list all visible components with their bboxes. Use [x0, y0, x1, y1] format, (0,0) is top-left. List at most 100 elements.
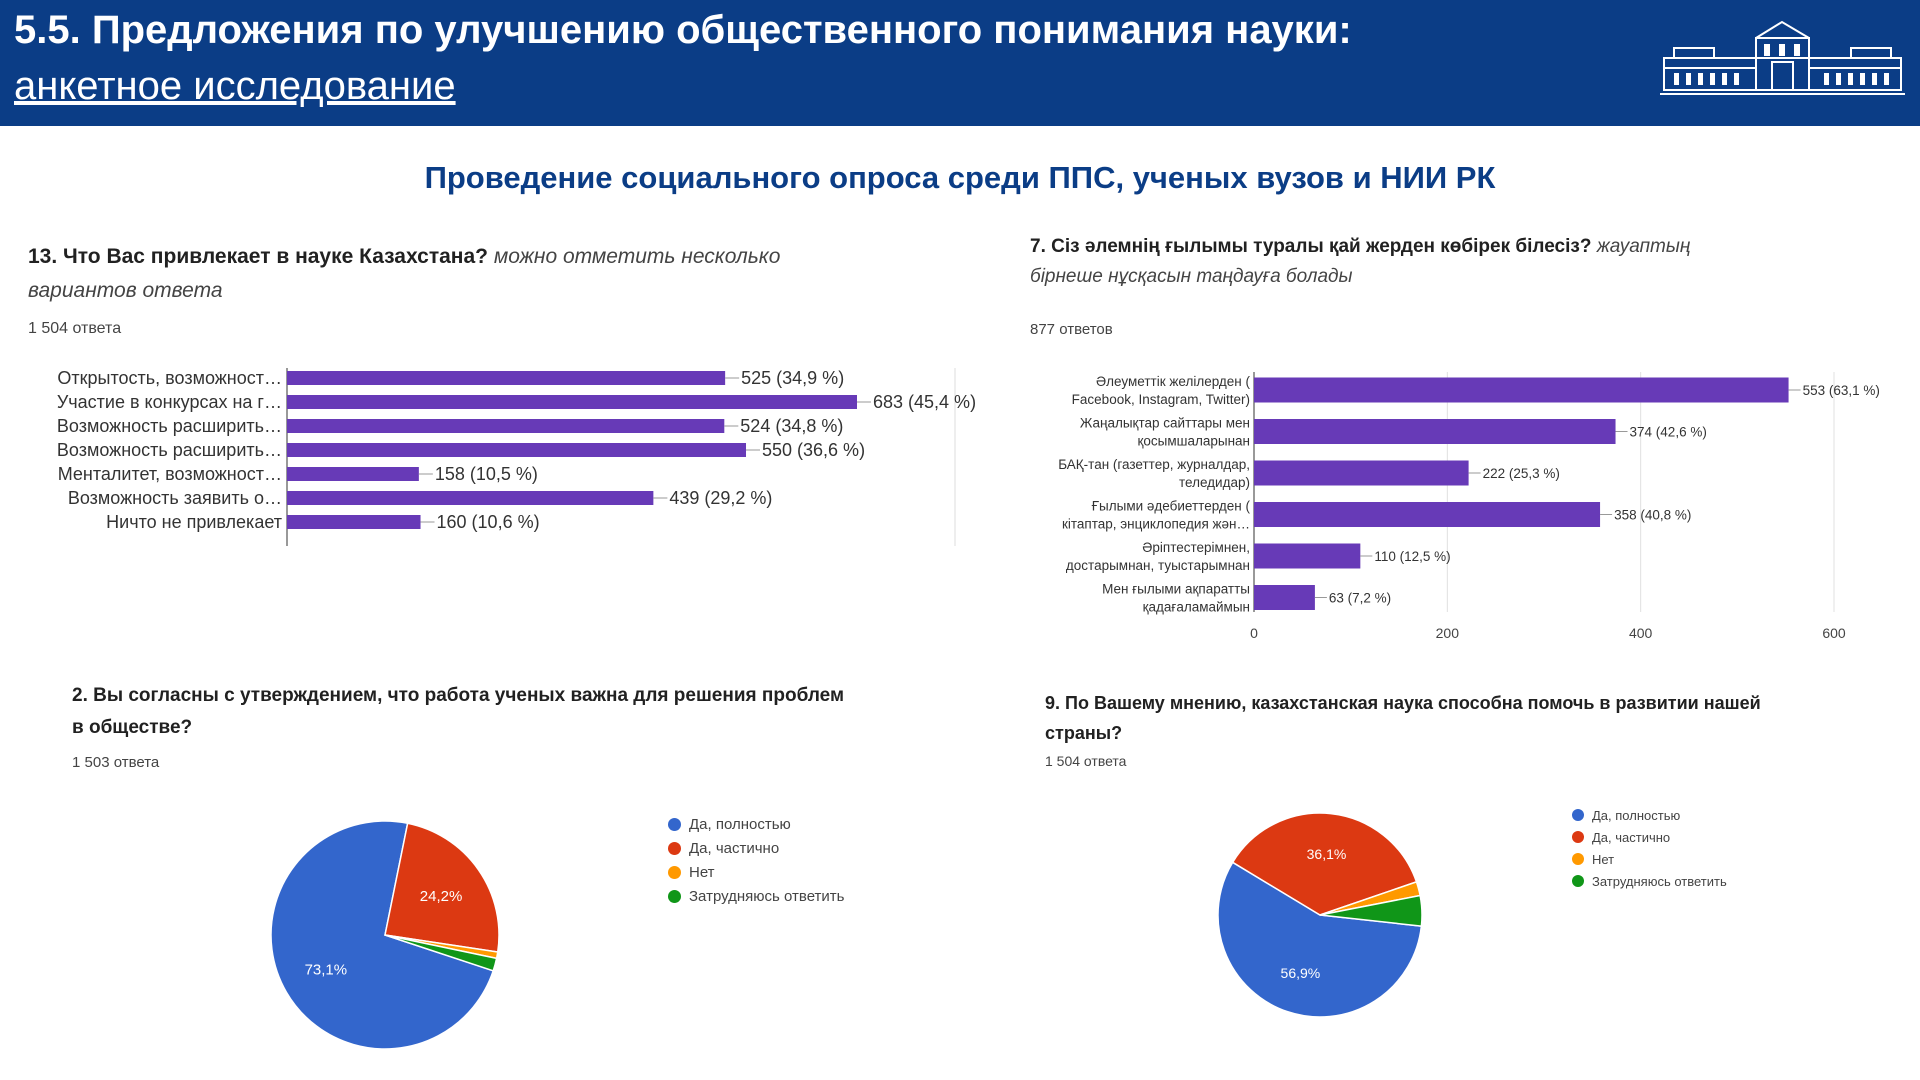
- q7-category-label-line2: қадағаламаймын: [1143, 600, 1250, 615]
- q7-data-label: 222 (25,3 %): [1483, 466, 1560, 481]
- q13-bar: [287, 515, 421, 529]
- q9-question: 9. По Вашему мнению, казахстанская наука…: [1045, 693, 1761, 743]
- q7-category-label-line2: достарымнан, туыстарымнан: [1066, 558, 1250, 573]
- q7-category-label-line1: Мен ғылыми ақпаратты: [1102, 582, 1250, 597]
- q7-category-label-line2: Facebook, Instagram, Twitter): [1072, 392, 1250, 407]
- q7-data-label: 358 (40,8 %): [1614, 508, 1691, 523]
- q13-category-label: Открытость, возможност…: [57, 368, 282, 388]
- q7-data-label: 63 (7,2 %): [1329, 591, 1391, 606]
- legend-dot-icon: [668, 889, 681, 903]
- q7-category-label-line2: теледидар): [1179, 475, 1250, 490]
- q2-pie-slice: [384, 934, 498, 972]
- q13-category-label: Участие в конкурсах на г…: [57, 392, 282, 412]
- legend-dot-icon: [1572, 831, 1584, 843]
- q7-bar: [1254, 419, 1616, 444]
- q2-pie-data-label: 73,1%: [305, 961, 348, 978]
- q13-bar: [287, 491, 654, 505]
- q2-pie-data-label: 24,2%: [420, 888, 463, 905]
- q9-legend: Да, полностью Да, частично Нет Затрудняю…: [1572, 804, 1727, 892]
- q2-pie-slice: [270, 820, 495, 1050]
- q7-x-tick-label: 600: [1822, 625, 1846, 641]
- q7-bar: [1254, 585, 1315, 610]
- q9-pie-slice: [1231, 812, 1418, 916]
- q7-x-tick-label: 200: [1436, 625, 1460, 641]
- q13-bar: [287, 419, 725, 433]
- q13-category-label: Менталитет, возможност…: [58, 464, 282, 484]
- q2-legend-item: Нет: [668, 860, 844, 884]
- q7-question-hint: жауаптың бірнеше нұсқасын таңдауға болад…: [1030, 236, 1691, 287]
- q2-legend-label: Да, частично: [689, 839, 780, 857]
- legend-dot-icon: [1572, 853, 1584, 865]
- slide-subtitle: анкетное исследование: [14, 64, 456, 108]
- q7-question: 7. Сіз әлемнің ғылымы туралы қай жерден …: [1030, 232, 1750, 292]
- q13-question-hint: можно отметить несколько вариантов ответ…: [28, 245, 781, 302]
- q7-bar: [1254, 543, 1361, 569]
- legend-dot-icon: [668, 817, 681, 831]
- q7-category-label-line1: Әріптестерімнен,: [1142, 540, 1250, 555]
- q7-bar: [1254, 377, 1789, 403]
- q7-question-text: 7. Сіз әлемнің ғылымы туралы қай жерден …: [1030, 236, 1592, 257]
- q9-legend-item: Нет: [1572, 848, 1727, 870]
- q7-category-label-line2: кітаптар, энциклопедия жән…: [1062, 517, 1250, 532]
- university-building-logo: [1660, 20, 1905, 95]
- q7-category-label-line1: Жаңалықтар сайттары мен: [1080, 416, 1250, 431]
- q7-category-label-line1: Ғылыми әдебиеттерден (: [1092, 499, 1251, 514]
- q2-response-count: 1 503 ответа: [72, 754, 160, 771]
- q13-category-label: Возможность заявить о…: [68, 488, 282, 508]
- legend-dot-icon: [668, 841, 681, 855]
- q7-data-label: 374 (42,6 %): [1630, 425, 1707, 440]
- q13-bar: [287, 443, 747, 457]
- q7-response-count: 877 ответов: [1030, 321, 1113, 338]
- q9-pie-chart: 56,9% 36,1%: [1217, 812, 1423, 1018]
- q13-bar: [287, 395, 857, 409]
- q7-x-tick-label: 0: [1250, 625, 1258, 641]
- q13-category-label: Возможность расширить…: [57, 416, 282, 436]
- legend-dot-icon: [1572, 809, 1584, 821]
- q13-data-label: 524 (34,8 %): [740, 416, 843, 436]
- slide-title: 5.5. Предложения по улучшению общественн…: [14, 8, 1352, 52]
- q7-category-label-line1: БАҚ-тан (газеттер, журналдар,: [1058, 457, 1250, 472]
- q13-question-text: 13. Что Вас привлекает в науке Казахстан…: [28, 245, 488, 268]
- q9-pie-slice: [1217, 861, 1423, 1018]
- q13-data-label: 160 (10,6 %): [437, 512, 540, 532]
- q9-pie-data-label: 56,9%: [1281, 965, 1321, 981]
- q13-question: 13. Что Вас привлекает в науке Казахстан…: [28, 240, 848, 308]
- q7-category-label-line2: қосымшаларынан: [1137, 434, 1250, 449]
- q7-bar-chart: 0 200 400 600 Әлеуметтік желілерден ( Faceboo…: [1058, 372, 1880, 641]
- q2-legend-label: Нет: [689, 863, 715, 881]
- q2-legend-item: Затрудняюсь ответить: [668, 884, 844, 908]
- q13-data-label: 525 (34,9 %): [741, 368, 844, 388]
- q13-bar: [287, 371, 726, 385]
- q9-legend-item: Затрудняюсь ответить: [1572, 870, 1727, 892]
- q7-x-tick-label: 400: [1629, 625, 1653, 641]
- q7-data-label: 553 (63,1 %): [1803, 383, 1880, 398]
- q13-data-label: 439 (29,2 %): [669, 488, 772, 508]
- q2-legend: Да, полностью Да, частично Нет Затрудняю…: [668, 812, 844, 908]
- q9-legend-label: Да, полностью: [1592, 807, 1681, 823]
- q9-pie-data-label: 36,1%: [1307, 846, 1347, 862]
- q2-legend-item: Да, полностью: [668, 812, 844, 836]
- q7-bar: [1254, 502, 1601, 527]
- q9-pie-slice: [1319, 894, 1423, 927]
- survey-subtitle: Проведение социального опроса среди ППС,…: [424, 160, 1496, 195]
- q9-legend-label: Да, частично: [1592, 829, 1671, 845]
- q9-legend-item: Да, полностью: [1572, 804, 1727, 826]
- q2-legend-label: Да, полностью: [689, 815, 791, 833]
- q13-category-label: Возможность расширить…: [57, 440, 282, 460]
- header-bar: 5.5. Предложения по улучшению общественн…: [0, 0, 1920, 126]
- legend-dot-icon: [668, 865, 681, 879]
- q9-legend-label: Нет: [1592, 851, 1615, 867]
- q13-bar-chart: Открытость, возможност… 525 (34,9 %) Участ…: [57, 368, 976, 546]
- q7-category-label-line1: Әлеуметтік желілерден (: [1096, 374, 1250, 389]
- q2-question: 2. Вы согласны с утверждением, что работ…: [72, 685, 845, 738]
- q9-response-count: 1 504 ответа: [1045, 753, 1127, 769]
- q7-data-label: 110 (12,5 %): [1374, 549, 1450, 564]
- q2-legend-label: Затрудняюсь ответить: [689, 887, 845, 905]
- q13-category-label: Ничто не привлекает: [106, 512, 282, 532]
- legend-dot-icon: [1572, 875, 1584, 887]
- q13-data-label: 683 (45,4 %): [873, 392, 976, 412]
- q2-legend-item: Да, частично: [668, 836, 844, 860]
- q13-response-count: 1 504 ответа: [28, 320, 122, 337]
- q9-legend-label: Затрудняюсь ответить: [1592, 873, 1727, 889]
- q9-legend-item: Да, частично: [1572, 826, 1727, 848]
